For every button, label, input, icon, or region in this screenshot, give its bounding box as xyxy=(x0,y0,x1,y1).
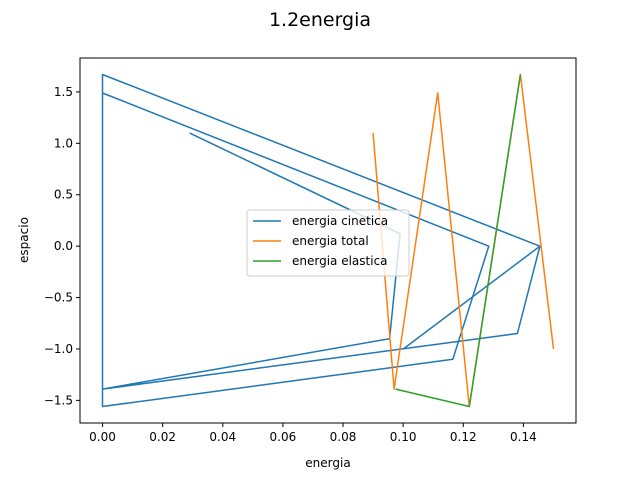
y-axis: −1.5 −1.0 −0.5 0.0 0.5 1.0 1.5 xyxy=(44,85,80,407)
x-tick-label-3: 0.06 xyxy=(270,430,297,444)
y-tick-label-2: −0.5 xyxy=(44,291,73,305)
series-line-2 xyxy=(395,74,522,408)
x-tick-label-0: 0.00 xyxy=(89,430,116,444)
chart-title: 1.2energia xyxy=(269,9,371,31)
legend: energia cinetica energia total energia ela… xyxy=(246,209,410,277)
legend-box xyxy=(246,209,410,277)
plot-area xyxy=(101,73,555,408)
y-tick-label-4: 0.5 xyxy=(54,188,73,202)
axes-frame xyxy=(79,57,577,424)
legend-label-0: energia cinetica xyxy=(292,214,388,228)
x-tick-label-5: 0.10 xyxy=(390,430,417,444)
y-axis-label: espacio xyxy=(17,217,31,263)
x-tick-label-7: 0.14 xyxy=(510,430,537,444)
x-tick-label-1: 0.02 xyxy=(149,430,176,444)
y-tick-label-0: −1.5 xyxy=(44,393,73,407)
x-tick-label-2: 0.04 xyxy=(209,430,236,444)
series-line-0 xyxy=(101,73,541,408)
x-axis: 0.00 0.02 0.04 0.06 0.08 0.10 0.12 0.14 xyxy=(89,423,537,444)
x-tick-label-6: 0.12 xyxy=(450,430,477,444)
x-axis-label: energia xyxy=(305,456,350,470)
legend-label-1: energia total xyxy=(292,234,369,248)
y-tick-label-5: 1.0 xyxy=(54,136,73,150)
x-tick-label-4: 0.08 xyxy=(330,430,357,444)
legend-label-2: energia elastica xyxy=(292,254,388,268)
y-tick-label-1: −1.0 xyxy=(44,342,73,356)
series-line-1 xyxy=(372,73,555,408)
y-tick-label-3: 0.0 xyxy=(54,239,73,253)
y-tick-label-6: 1.5 xyxy=(54,85,73,99)
